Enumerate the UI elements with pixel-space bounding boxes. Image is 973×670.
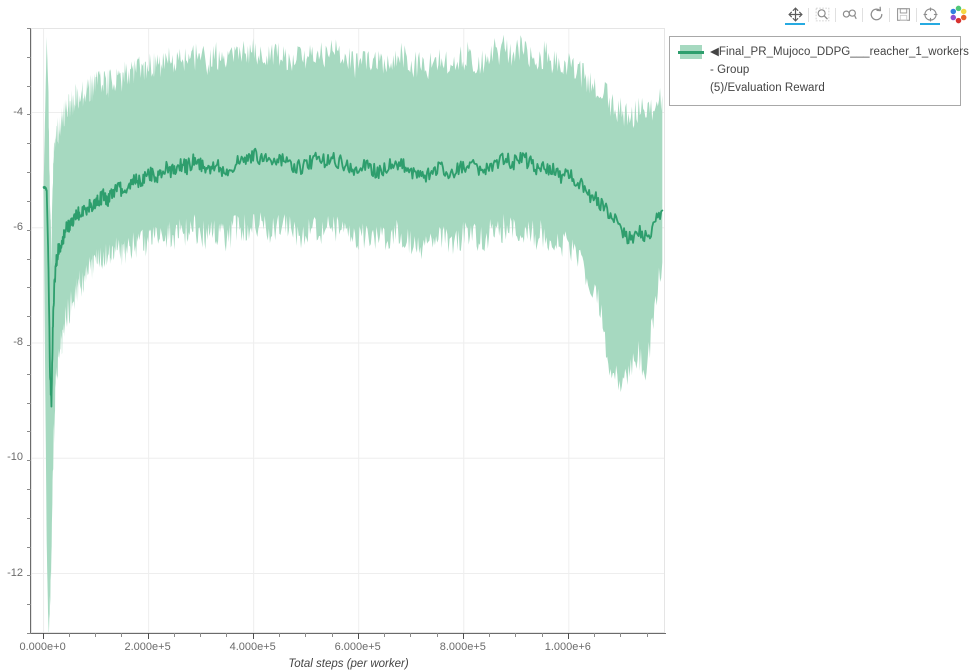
- legend-swatch-icon: [678, 44, 704, 60]
- evaluation-reward-line: [42, 147, 664, 408]
- y-axis-minor-tick: [27, 287, 31, 289]
- y-axis-minor-tick: [27, 114, 31, 116]
- save-tool-button[interactable]: [891, 0, 915, 26]
- x-axis-title: Total steps (per worker): [288, 658, 409, 670]
- toolbar-separator: [808, 8, 809, 22]
- legend-item[interactable]: ◀Final_PR_Mujoco_DDPG___reacher_1_worker…: [678, 43, 969, 97]
- x-axis-tick-label: 4.000e+5: [229, 641, 276, 653]
- hover-tool-button[interactable]: [918, 0, 942, 26]
- x-axis-minor-tick: [541, 633, 543, 637]
- y-axis-tick-label: -12: [7, 566, 23, 579]
- y-axis-minor-tick: [27, 489, 31, 490]
- y-axis-minor-tick: [27, 431, 31, 433]
- y-axis-minor-tick: [27, 172, 31, 173]
- y-axis-minor-tick: [27, 604, 31, 606]
- plot-canvas[interactable]: [31, 28, 665, 633]
- uncertainty-band: [43, 34, 663, 632]
- x-axis-minor-tick: [410, 633, 412, 637]
- x-axis-tick-label: 2.000e+5: [124, 641, 171, 653]
- x-axis-minor-tick: [436, 633, 438, 637]
- x-axis-major-tick: [357, 633, 359, 639]
- legend-label: ◀Final_PR_Mujoco_DDPG___reacher_1_worker…: [710, 43, 969, 97]
- y-axis-minor-tick: [27, 575, 31, 577]
- y-axis-minor-tick: [27, 460, 31, 462]
- legend-label-line2: (5)/Evaluation Reward: [710, 82, 825, 94]
- y-axis-minor-tick: [27, 316, 31, 318]
- x-axis-major-tick: [462, 633, 464, 639]
- y-axis-minor-tick: [27, 56, 31, 58]
- y-axis-minor-tick: [27, 229, 31, 231]
- x-axis-tick-label: 0.000e+0: [19, 641, 66, 653]
- y-axis-minor-tick: [27, 258, 31, 260]
- box-zoom-tool-button[interactable]: [810, 0, 834, 26]
- y-axis-tick-label: -6: [13, 220, 23, 233]
- x-axis-minor-tick: [95, 633, 97, 637]
- y-axis-minor-tick: [27, 517, 31, 519]
- y-axis-minor-tick: [27, 344, 31, 346]
- y-axis-minor-tick: [27, 633, 31, 634]
- y-axis-minor-tick: [27, 28, 31, 29]
- x-axis-tick-label: 8.000e+5: [439, 641, 486, 653]
- x-axis-line: [31, 633, 666, 634]
- y-axis-tick-label: -8: [13, 336, 23, 348]
- x-axis-major-tick: [252, 633, 254, 639]
- x-axis-tick-label: 6.000e+5: [334, 641, 381, 653]
- x-axis-minor-tick: [331, 633, 333, 637]
- x-axis-minor-tick: [68, 633, 70, 637]
- x-axis-minor-tick: [515, 633, 517, 637]
- toolbar-separator: [889, 8, 890, 22]
- y-axis-minor-tick: [27, 402, 31, 404]
- y-axis-line: [30, 28, 31, 634]
- y-axis-minor-tick: [27, 546, 31, 548]
- plot-toolbar: [783, 0, 971, 28]
- wheel-zoom-tool-button[interactable]: [837, 0, 861, 26]
- x-axis-minor-tick: [384, 633, 385, 637]
- x-axis[interactable]: 0.000e+0 2.000e+5 4.000e+5 6.000e+5 8.000e+5…: [20, 633, 666, 670]
- x-axis-major-tick: [42, 633, 44, 639]
- x-axis-minor-tick: [200, 633, 202, 637]
- x-axis-minor-tick: [173, 633, 175, 637]
- x-axis-minor-tick: [594, 633, 596, 637]
- y-axis[interactable]: -4 -6 -8 -10 -12: [0, 28, 31, 634]
- reset-tool-button[interactable]: [864, 0, 888, 26]
- x-axis-minor-tick: [646, 633, 648, 637]
- bokeh-logo-icon[interactable]: [945, 0, 971, 26]
- x-axis-minor-tick: [278, 633, 280, 637]
- x-axis-major-tick: [147, 633, 149, 639]
- y-axis-tick-label: -10: [7, 451, 23, 464]
- toolbar-separator: [916, 8, 917, 22]
- x-axis-major-tick: [567, 633, 569, 639]
- plot-legend[interactable]: ◀Final_PR_Mujoco_DDPG___reacher_1_worker…: [669, 36, 969, 106]
- toolbar-separator: [835, 8, 836, 22]
- x-axis-minor-tick: [620, 633, 622, 637]
- y-axis-minor-tick: [27, 200, 31, 202]
- pan-tool-button[interactable]: [783, 0, 807, 26]
- x-axis-minor-tick: [489, 633, 490, 637]
- x-axis-minor-tick: [305, 633, 307, 637]
- y-axis-tick-label: -4: [13, 105, 23, 118]
- legend-label-line1: ◀Final_PR_Mujoco_DDPG___reacher_1_worker…: [710, 46, 969, 76]
- x-axis-minor-tick: [121, 633, 123, 637]
- y-axis-minor-tick: [27, 373, 31, 375]
- x-axis-tick-label: 1.000e+6: [544, 641, 591, 653]
- x-axis-minor-tick: [226, 633, 228, 637]
- toolbar-separator: [862, 8, 863, 22]
- plot-data-layer: [42, 34, 664, 632]
- y-axis-minor-tick: [27, 143, 31, 145]
- y-axis-minor-tick: [27, 85, 31, 87]
